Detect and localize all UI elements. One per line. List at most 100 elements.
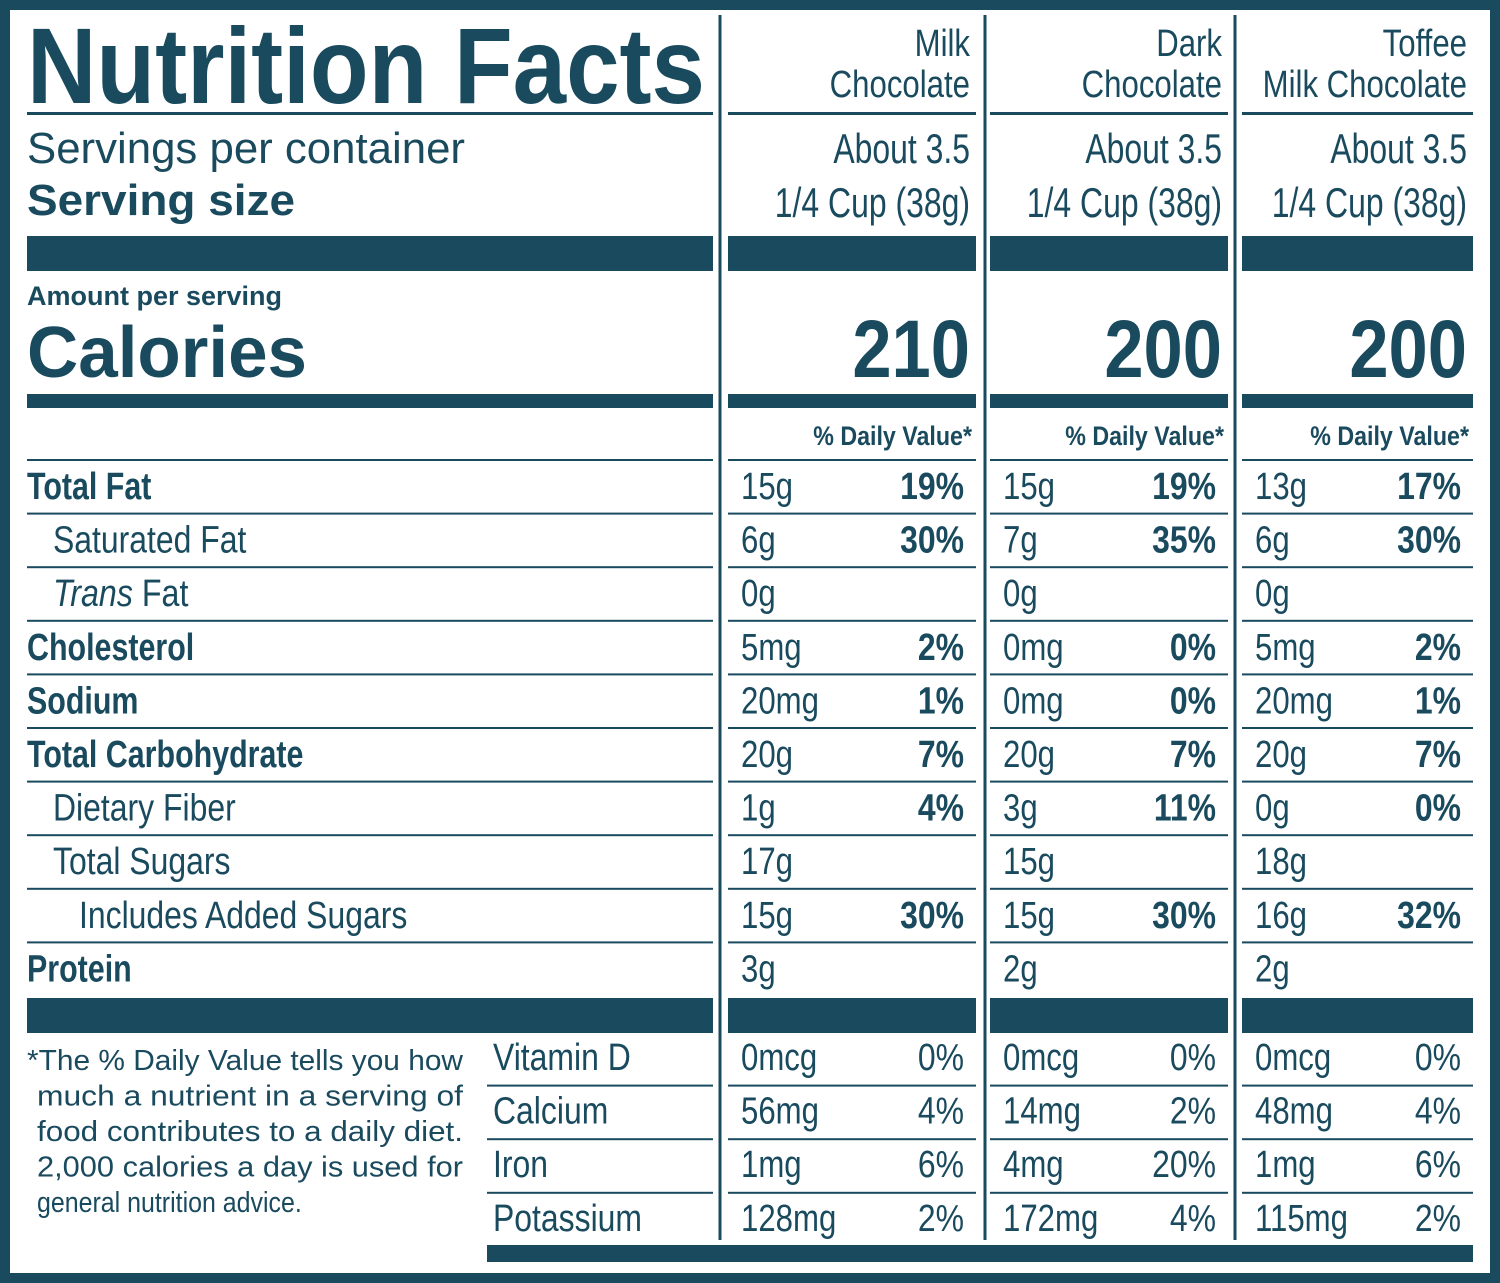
row-line [728,941,976,944]
daily-value: 2% [1415,1198,1461,1240]
thick-bar [27,998,713,1033]
thick-bar [728,236,976,271]
row-line [990,834,1228,837]
bottom-bar [487,1245,1473,1262]
amount: 1g [741,788,776,830]
daily-value-header: % Daily Value* [813,421,972,451]
row-line [728,727,976,729]
serving-size: 1/4 Cup (38g) [1272,179,1467,226]
thick-bar [990,998,1228,1033]
row-line [990,566,1228,569]
row-line [487,1084,713,1087]
amount: 13g [1255,466,1307,508]
amount: 15g [741,466,793,508]
footnote-line: much a nutrient in a serving of [37,1081,464,1113]
amount: 0g [741,573,776,615]
daily-value: 17% [1397,466,1461,508]
row-line [27,887,713,890]
amount: 1mg [1255,1144,1316,1186]
row-line [990,459,1228,461]
row-line [728,1138,976,1141]
daily-value: 0% [1415,788,1461,830]
row-line [728,459,976,461]
medium-bar [1242,394,1473,408]
row-line [1242,834,1473,837]
row-line [1242,673,1473,676]
amount: 172mg [1003,1198,1098,1240]
daily-value: 0% [1170,680,1216,722]
daily-value: 6% [1415,1144,1461,1186]
amount: 1mg [741,1144,802,1186]
row-line [1242,727,1473,729]
product-name: Toffee [1383,23,1467,65]
row-line [1242,1191,1473,1194]
nutrient-label: Cholesterol [27,627,194,669]
row-line [990,619,1228,622]
amount: 0mcg [1003,1037,1079,1079]
daily-value-header: % Daily Value* [1310,421,1469,451]
daily-value-header: % Daily Value* [1065,421,1224,451]
daily-value: 7% [1415,734,1461,776]
footnote-line: general nutrition advice. [37,1187,302,1219]
daily-value: 7% [1170,734,1216,776]
daily-value: 20% [1152,1144,1216,1186]
daily-value: 2% [1170,1091,1216,1133]
amount: 115mg [1255,1198,1348,1240]
servings-label: Servings per container [27,124,465,173]
row-line [487,1191,713,1194]
amount: 6g [1255,520,1290,562]
row-line [27,619,713,622]
thick-bar [728,998,976,1033]
amount: 15g [1003,841,1055,883]
daily-value: 19% [900,466,964,508]
row-line [27,459,713,461]
row-line [487,1138,713,1141]
amount: 18g [1255,841,1307,883]
daily-value: 4% [1415,1091,1461,1133]
thick-bar [27,236,713,271]
daily-value: 30% [900,895,964,937]
row-line [27,941,713,944]
row-line [728,619,976,622]
amount: 128mg [741,1198,836,1240]
servings-per-container: About 3.5 [833,125,970,172]
product-name: Dark [1156,23,1223,65]
product-name: Chocolate [830,64,970,106]
daily-value: 0% [1170,1037,1216,1079]
daily-value: 32% [1397,895,1461,937]
nutrient-label: Protein [27,948,132,990]
amount: 20mg [1255,680,1333,722]
serving-size: 1/4 Cup (38g) [1027,179,1222,226]
divider [990,112,1228,115]
divider [27,112,713,115]
row-line [728,887,976,890]
daily-value: 0% [1170,627,1216,669]
thick-bar [1242,236,1473,271]
thick-bar [990,236,1228,271]
medium-bar [990,394,1228,408]
nutrient-label: Total Sugars [53,841,230,883]
daily-value: 2% [918,1198,964,1240]
daily-value: 0% [1415,1037,1461,1079]
daily-value: 19% [1152,466,1216,508]
row-line [1242,887,1473,890]
daily-value: 30% [1152,895,1216,937]
column-divider [983,15,987,1240]
row-line [27,512,713,515]
product-name: Milk Chocolate [1263,64,1467,106]
daily-value: 11% [1154,788,1216,830]
amount: 15g [1003,895,1055,937]
row-line [728,673,976,676]
thick-bar [1242,998,1473,1033]
amount: 15g [741,895,793,937]
amount: 15g [1003,466,1055,508]
serving-size: 1/4 Cup (38g) [775,179,970,226]
amount: 2g [1255,948,1290,990]
amount: 56mg [741,1091,819,1133]
footnote-line: 2,000 calories a day is used for [37,1152,463,1184]
row-line [1242,512,1473,515]
daily-value: 1% [1415,680,1461,722]
row-line [990,1138,1228,1141]
daily-value: 1% [918,680,964,722]
